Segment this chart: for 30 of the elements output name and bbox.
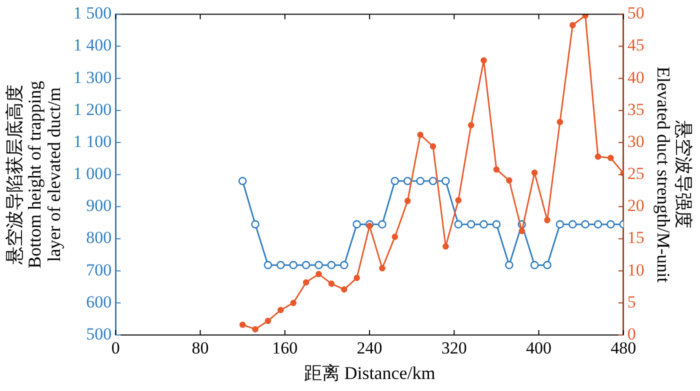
- y-tick-label: 1 100: [73, 132, 112, 151]
- y2-tick-label: 25: [627, 164, 644, 184]
- x-tick-label: 400: [526, 338, 552, 358]
- x-tick-label: 80: [192, 338, 209, 358]
- x-axis-title: 距离 Distance/km: [304, 362, 436, 383]
- y-tick-label: 1 400: [73, 36, 112, 55]
- y2-tick-label: 5: [627, 292, 636, 312]
- y2-tick-label: 35: [627, 100, 644, 119]
- y2-tick-label: 10: [627, 260, 644, 280]
- y-tick-label: 1 500: [73, 4, 112, 23]
- y2-tick-label: 40: [627, 68, 644, 87]
- y2-tick-label: 15: [627, 228, 644, 248]
- y2-tick-label: 30: [627, 132, 644, 151]
- y-axis-title: 悬空波导陷获层底高度 Bottom height of trapping layer of elevated duct/m: [4, 80, 64, 268]
- y-tick-label: 600: [86, 292, 112, 312]
- y-tick-label: 500: [86, 324, 112, 344]
- y2-tick-label: 45: [627, 36, 644, 55]
- y-tick-label: 1 200: [73, 100, 112, 119]
- y2-tick-label: 50: [627, 4, 644, 23]
- x-tick-label: 320: [441, 338, 467, 358]
- y-tick-label: 900: [86, 196, 112, 216]
- x-tick-label: 160: [272, 338, 298, 358]
- y-tick-label: 1 000: [73, 164, 112, 184]
- x-tick-label: 240: [356, 338, 382, 358]
- y2-tick-label: 20: [627, 196, 644, 216]
- y2-axis-title: 悬空波导强度 Elevated duct strength/M-unit: [654, 66, 694, 283]
- y-tick-label: 800: [86, 228, 112, 248]
- x-tick-label: 0: [111, 338, 120, 358]
- y-tick-label: 1 300: [73, 68, 112, 87]
- y-tick-label: 700: [86, 260, 112, 280]
